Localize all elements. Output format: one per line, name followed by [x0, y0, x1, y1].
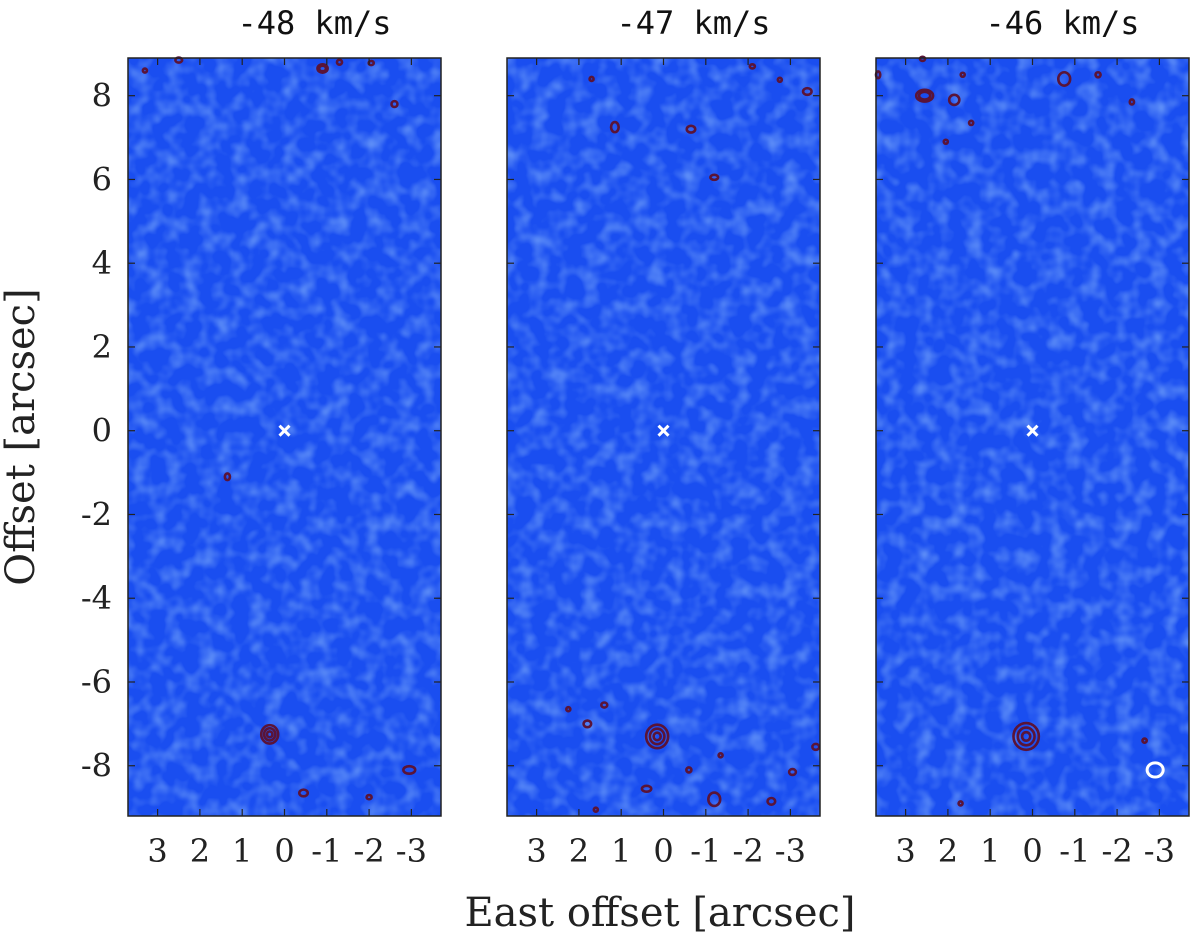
contour-level: [967, 119, 975, 127]
contour-level: [1128, 98, 1136, 106]
contour-level: [298, 788, 310, 798]
contour-level: [1141, 737, 1149, 745]
x-tick-label: 1: [232, 832, 252, 870]
x-tick-label: 2: [938, 832, 958, 870]
contour-level: [776, 76, 784, 84]
channel-panel: -47 km/s 3 2 1 0 -1 -2 -3: [506, 4, 821, 870]
x-tick-label: 2: [569, 832, 589, 870]
contour-level: [402, 764, 417, 776]
x-tick-label: -1: [311, 832, 342, 870]
contour-level: [709, 173, 720, 182]
x-tick-label: -2: [354, 832, 385, 870]
contour-level: [335, 58, 344, 67]
contour-level: [917, 90, 932, 101]
channel-panel: -46 km/s 3 2 1 0 -1 -2 -3: [874, 4, 1190, 870]
contour-level: [644, 723, 670, 750]
panel-title: -47 km/s: [616, 4, 770, 42]
contour-level: [766, 796, 777, 806]
channel-map-noise: [876, 58, 1189, 816]
axes-layer: East offset [arcsec] Offset [arcsec]: [0, 288, 856, 936]
contour-level: [262, 726, 277, 742]
y-tick-label: -6: [81, 663, 112, 701]
contour-level: [141, 67, 149, 74]
contour-level: [787, 767, 798, 777]
y-tick-label: -8: [81, 747, 112, 785]
x-tick-label: -2: [733, 832, 764, 870]
contour-level: [648, 727, 666, 746]
reference-position-marker: [657, 424, 670, 437]
contour-level: [947, 93, 961, 107]
y-tick-label: 6: [92, 160, 112, 198]
x-tick-label: 3: [895, 832, 915, 870]
contour-level: [811, 742, 821, 752]
reference-position-marker: [1026, 424, 1039, 437]
x-tick-label: 0: [1022, 832, 1042, 870]
y-tick-label: 8: [92, 77, 112, 115]
x-tick-label: 0: [274, 832, 294, 870]
contour-level: [685, 766, 693, 774]
contour-level: [914, 88, 935, 103]
x-tick-label: -3: [396, 832, 427, 870]
contour-level: [365, 793, 373, 801]
contour-level: [918, 55, 927, 63]
contour-level: [652, 731, 662, 742]
contour-level: [317, 64, 328, 73]
x-tick-label: 1: [980, 832, 1000, 870]
contour-level: [609, 120, 620, 134]
x-axis-title: East offset [arcsec]: [464, 890, 855, 936]
beam-ellipse: [1145, 761, 1165, 779]
contour-level: [223, 472, 232, 482]
y-tick-label: 2: [92, 328, 112, 366]
panel-title: -48 km/s: [237, 4, 391, 42]
reference-position-marker: [278, 424, 291, 437]
y-tick-label: 4: [92, 244, 112, 282]
y-tick-label: 0: [92, 412, 112, 450]
contour-level: [390, 99, 399, 109]
x-tick-label: 0: [653, 832, 673, 870]
contour-level: [748, 62, 757, 70]
contour-level: [959, 71, 967, 79]
x-tick-label: -1: [690, 832, 721, 870]
x-tick-label: 3: [526, 832, 546, 870]
contour-level: [1094, 70, 1102, 79]
contour-level: [592, 806, 600, 814]
contour-level: [582, 719, 593, 729]
contour-level: [801, 86, 813, 97]
channel-map-noise: [507, 58, 820, 816]
panel-title: -46 km/s: [985, 4, 1139, 42]
y-tick-label: -4: [81, 579, 112, 617]
contour-level: [942, 138, 950, 146]
contour-level: [316, 62, 329, 74]
x-tick-label: -3: [775, 832, 806, 870]
contour-level: [265, 730, 274, 739]
contour-level: [565, 705, 572, 713]
x-tick-label: 1: [611, 832, 631, 870]
contour-level: [957, 800, 964, 807]
contour-level: [1057, 70, 1072, 87]
channel-map-noise: [128, 58, 441, 816]
x-tick-label: -2: [1102, 832, 1133, 870]
contour-level: [685, 124, 697, 134]
x-tick-label: 3: [147, 832, 167, 870]
contour-level: [1020, 730, 1032, 743]
contour-level: [640, 784, 653, 794]
contour-level: [588, 75, 595, 83]
x-tick-label: -3: [1144, 832, 1175, 870]
contour-level: [1012, 721, 1041, 752]
y-axis-title: Offset [arcsec]: [0, 288, 44, 585]
x-tick-label: 2: [190, 832, 210, 870]
contour-level: [707, 791, 722, 808]
contour-level: [717, 751, 724, 759]
contour-level: [1016, 726, 1036, 747]
contour-level: [259, 723, 280, 745]
y-tick-label: -2: [81, 495, 112, 533]
contour-level: [600, 701, 609, 709]
x-tick-label: -1: [1059, 832, 1090, 870]
